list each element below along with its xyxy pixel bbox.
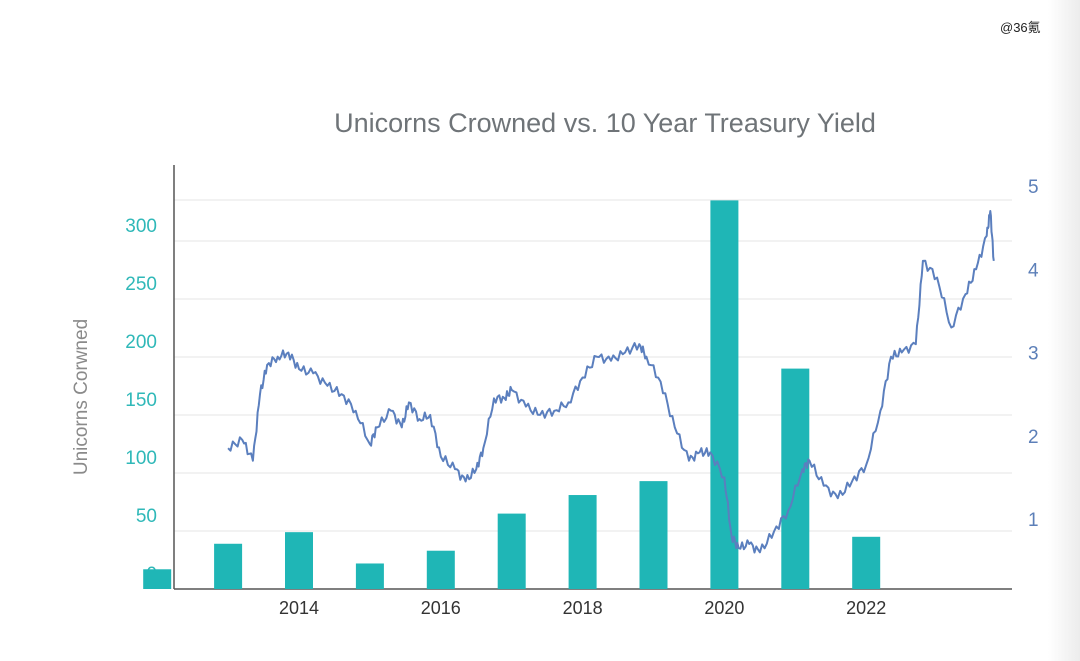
bar (710, 200, 739, 589)
x-tick-label: 2020 (704, 598, 744, 618)
bar (781, 368, 810, 589)
right-edge-shade (1048, 0, 1080, 661)
left-tick-label: 300 (125, 216, 157, 237)
left-tick-label: 50 (136, 506, 157, 527)
bar (639, 481, 668, 589)
x-tick-label: 2014 (279, 598, 319, 618)
right-tick-label: 5 (1028, 177, 1039, 198)
left-tick-label: 150 (125, 390, 157, 411)
watermark: @36氪 (1000, 20, 1041, 35)
chart-title: Unicorns Crowned vs. 10 Year Treasury Yi… (334, 108, 876, 138)
x-tick-label: 2022 (846, 598, 886, 618)
bar (852, 536, 881, 589)
right-tick-label: 1 (1028, 510, 1039, 531)
x-tick-label: 2018 (563, 598, 603, 618)
right-tick-label: 3 (1028, 344, 1039, 365)
bar (568, 495, 597, 589)
right-tick-label: 2 (1028, 427, 1039, 448)
yield-line (227, 210, 995, 554)
bar (355, 563, 384, 589)
bar (497, 513, 526, 589)
left-tick-label: 100 (125, 448, 157, 469)
bar (426, 550, 455, 589)
x-tick-label: 2016 (421, 598, 461, 618)
left-tick-label: 250 (125, 274, 157, 295)
bar (214, 543, 243, 589)
right-tick-label: 4 (1028, 260, 1039, 281)
bar (285, 532, 313, 589)
left-tick-label: 200 (125, 332, 157, 353)
bar (143, 569, 172, 589)
